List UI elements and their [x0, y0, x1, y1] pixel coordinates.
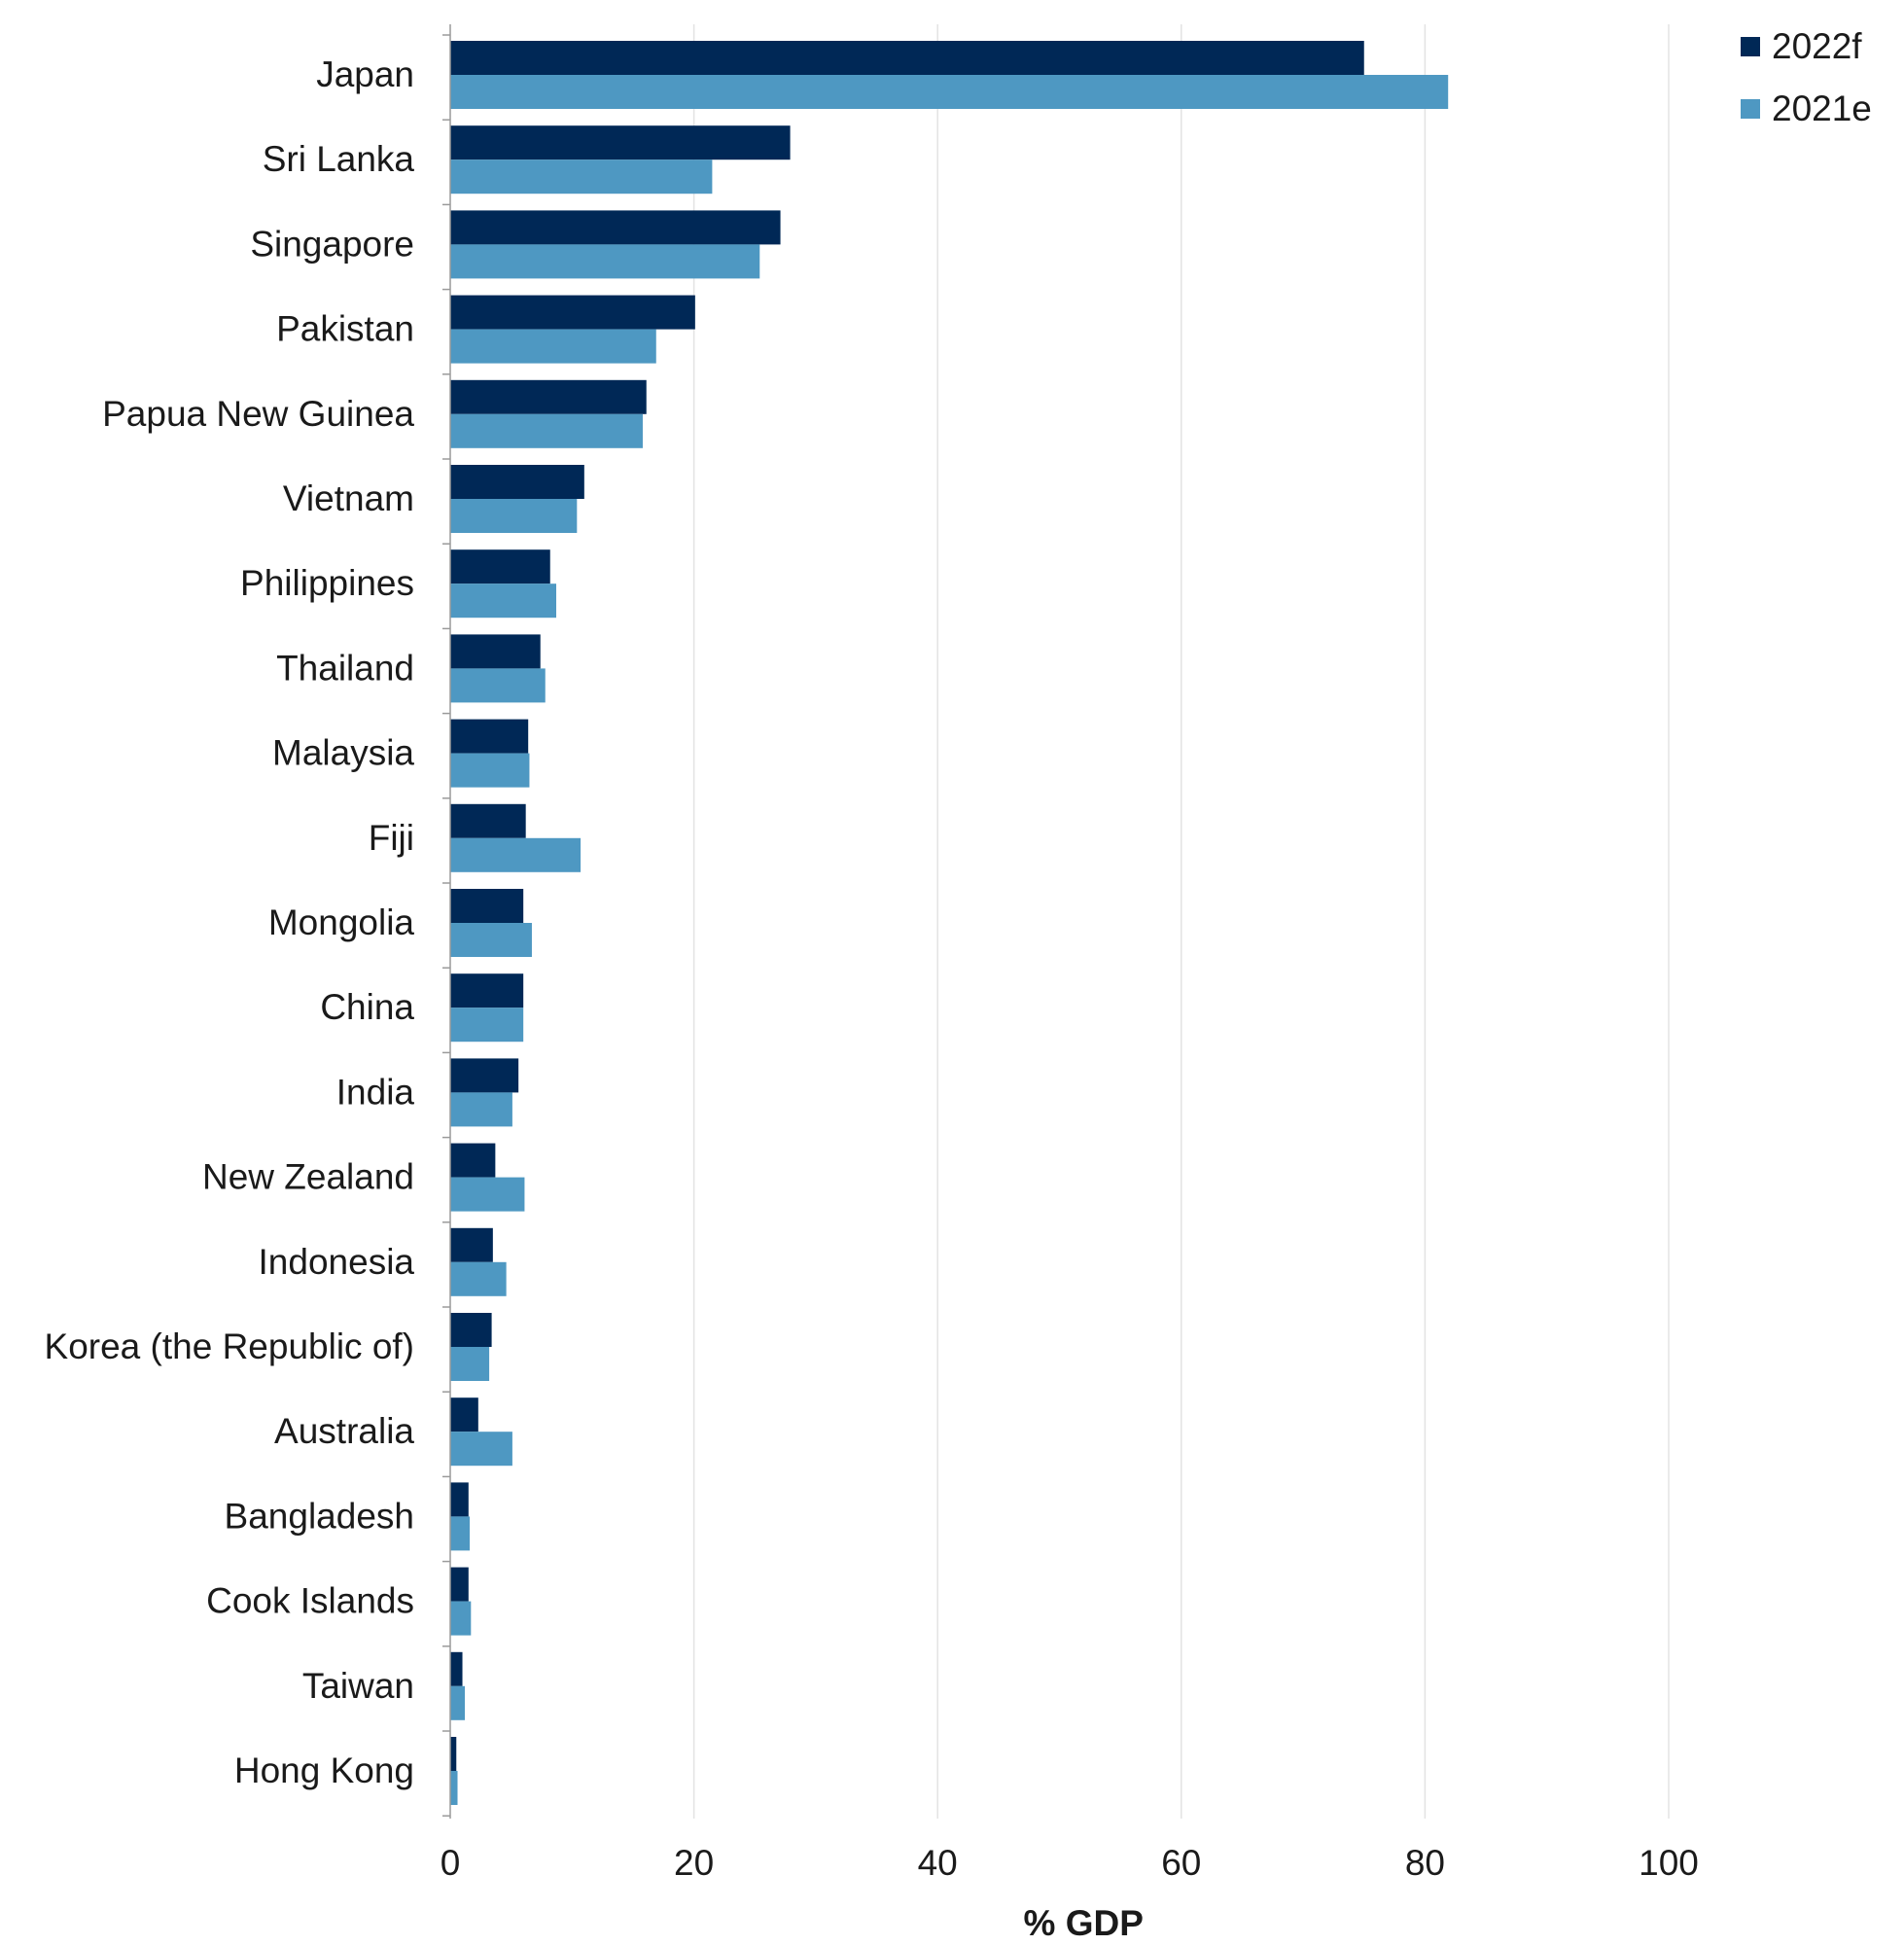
category-label: Sri Lanka [263, 139, 415, 179]
category-label: Fiji [369, 818, 414, 858]
category-label: Philippines [240, 563, 414, 603]
category-label: Bangladesh [225, 1496, 414, 1536]
bar-2022f-india [450, 1058, 519, 1093]
bar-2022f-fiji [450, 803, 526, 838]
category-label: New Zealand [202, 1157, 414, 1197]
bar-2021e-hong-kong [450, 1771, 458, 1805]
bar-2021e-malaysia [450, 753, 530, 788]
bar-2021e-papua-new-guinea [450, 413, 643, 448]
bar-2022f-indonesia [450, 1227, 493, 1262]
bar-2021e-fiji [450, 837, 582, 872]
x-tick-label-20: 20 [674, 1843, 714, 1883]
bar-2022f-singapore [450, 210, 781, 245]
category-label: Papua New Guinea [102, 394, 414, 434]
bar-2021e-japan [450, 75, 1449, 109]
bar-2022f-australia [450, 1397, 478, 1432]
bar-2022f-sri-lanka [450, 125, 791, 160]
category-labels: Japan Sri Lanka Singapore Pakistan Papua New… [45, 54, 415, 1790]
bar-2021e-china [450, 1008, 524, 1043]
bar-2021e-sri-lanka [450, 159, 713, 194]
bar-2022f-philippines [450, 549, 550, 584]
bar-2021e-pakistan [450, 329, 656, 364]
bar-2022f-bangladesh [450, 1482, 469, 1517]
bar-2021e-thailand [450, 668, 546, 703]
category-label: Vietnam [283, 478, 414, 518]
bar-2021e-philippines [450, 584, 557, 619]
legend-label-2021e: 2021e [1772, 88, 1872, 128]
x-tick-label-80: 80 [1405, 1843, 1445, 1883]
x-tick-label-0: 0 [441, 1843, 461, 1883]
bar-2021e-cook-islands [450, 1601, 472, 1636]
bar-2022f-korea-the-republic-of- [450, 1313, 492, 1347]
bar-2021e-mongolia [450, 923, 532, 957]
bar-2021e-new-zealand [450, 1177, 525, 1212]
bar-2022f-china [450, 973, 524, 1008]
bar-2022f-taiwan [450, 1651, 463, 1686]
category-label: Korea (the Republic of) [45, 1326, 414, 1366]
category-label: Cook Islands [206, 1581, 414, 1621]
x-axis-title: % GDP [1024, 1903, 1144, 1943]
bar-2022f-new-zealand [450, 1143, 496, 1178]
bar-2021e-taiwan [450, 1685, 466, 1720]
bar-2021e-singapore [450, 244, 760, 279]
bar-2022f-hong-kong [450, 1737, 457, 1771]
bar-2022f-pakistan [450, 295, 695, 330]
category-label: Japan [316, 54, 414, 94]
bar-2021e-korea-the-republic-of- [450, 1347, 490, 1381]
legend-swatch-2022f [1741, 37, 1760, 56]
category-label: China [320, 987, 414, 1027]
category-label: Pakistan [276, 309, 414, 349]
x-tick-labels: 0 20 40 60 80 100 [441, 1843, 1699, 1883]
category-label: Mongolia [268, 902, 415, 942]
bar-2022f-papua-new-guinea [450, 379, 647, 414]
gridlines [692, 24, 1670, 1819]
legend-label-2022f: 2022f [1772, 26, 1862, 66]
category-label: India [336, 1072, 415, 1112]
x-tick-label-40: 40 [918, 1843, 958, 1883]
bar-2022f-mongolia [450, 889, 524, 923]
bar-2021e-indonesia [450, 1261, 507, 1296]
bar-2022f-vietnam [450, 465, 584, 499]
category-label: Malaysia [272, 733, 414, 773]
bar-2021e-bangladesh [450, 1516, 471, 1551]
legend: 2022f 2021e [1741, 26, 1872, 128]
axes [442, 24, 451, 1819]
bar-2022f-malaysia [450, 719, 529, 754]
category-label: Singapore [250, 224, 414, 264]
category-label: Taiwan [302, 1666, 414, 1706]
legend-swatch-2021e [1741, 99, 1760, 119]
category-label: Thailand [276, 648, 414, 688]
bar-2022f-japan [450, 41, 1364, 75]
category-label: Australia [274, 1411, 414, 1451]
category-label: Hong Kong [234, 1750, 414, 1790]
x-tick-label-100: 100 [1639, 1843, 1699, 1883]
category-label: Indonesia [259, 1242, 415, 1282]
bars [450, 41, 1449, 1805]
bar-2021e-india [450, 1092, 512, 1127]
bar-2022f-cook-islands [450, 1567, 469, 1602]
bar-2021e-vietnam [450, 499, 578, 533]
bar-2022f-thailand [450, 634, 541, 669]
bar-2021e-australia [450, 1432, 512, 1467]
x-tick-label-60: 60 [1161, 1843, 1201, 1883]
